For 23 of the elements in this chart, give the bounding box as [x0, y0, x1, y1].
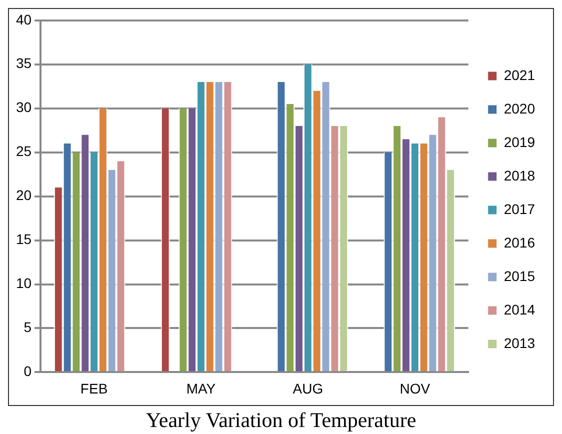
- y-tick-label: 5: [24, 319, 32, 336]
- text: Yearly Variation of Temperature: [144, 408, 418, 433]
- y-tick-label: 10: [16, 275, 32, 292]
- y-tick-label: 20: [16, 187, 32, 204]
- legend-label: 2013: [504, 334, 536, 351]
- y-tick-label: 0: [24, 363, 32, 380]
- legend-label: 2016: [504, 234, 536, 250]
- x-tick-label: FEB: [80, 380, 108, 396]
- legend-label: 2020: [504, 100, 536, 116]
- legend-label: 2019: [504, 134, 536, 150]
- legend-label: 2014: [504, 301, 536, 318]
- x-tick-label: NOV: [400, 380, 431, 396]
- y-tick-label: 30: [16, 99, 32, 116]
- y-tick-label: 35: [16, 55, 32, 72]
- legend-label: 2015: [504, 268, 536, 284]
- legend-label: 2018: [504, 167, 536, 184]
- x-tick-label: AUG: [292, 380, 324, 396]
- legend-label: 2017: [504, 200, 536, 217]
- x-tick-label: MAY: [186, 380, 216, 396]
- legend-label: 2021: [504, 66, 536, 83]
- y-tick-label: 40: [16, 11, 32, 28]
- y-tick-label: 15: [16, 231, 32, 248]
- y-tick-label: 25: [16, 143, 32, 160]
